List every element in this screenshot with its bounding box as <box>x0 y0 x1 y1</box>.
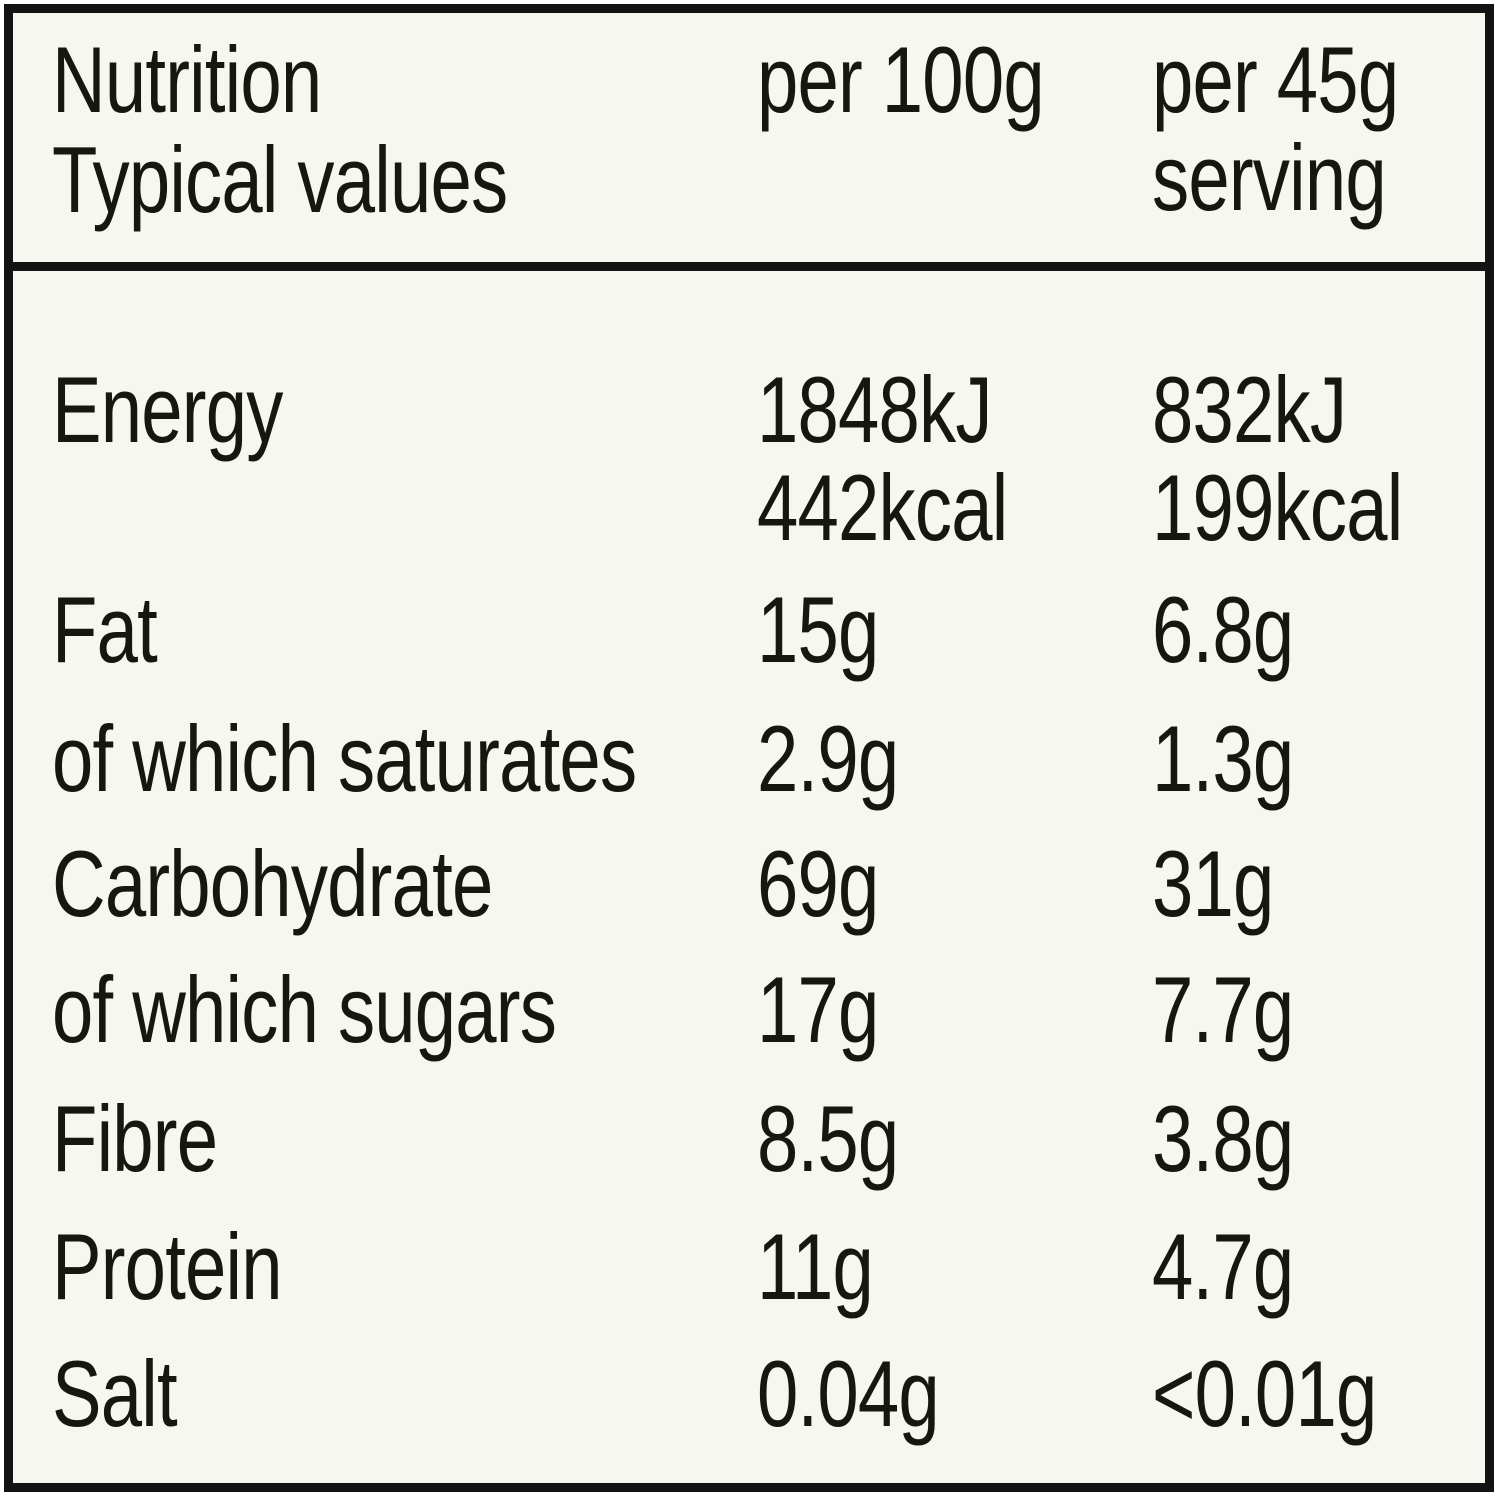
row-value-per-100g: 2.9g <box>757 706 899 811</box>
row-value-per-100g: 69g <box>757 831 879 936</box>
row-value-per-100g: 0.04g <box>757 1341 940 1446</box>
row-label: of which saturates <box>52 706 637 811</box>
row-value-per-serving: 6.8g <box>1152 577 1294 682</box>
row-label: Protein <box>52 1214 283 1319</box>
row-label: Fat <box>52 577 158 682</box>
row-value-per-serving: <0.01g <box>1152 1341 1377 1446</box>
row-value-per-100g: 11g <box>757 1214 874 1319</box>
row-label: Fibre <box>52 1086 218 1191</box>
header-divider <box>13 262 1485 271</box>
row-value-per-100g: 15g <box>757 577 879 682</box>
row-label: Carbohydrate <box>52 831 493 936</box>
row-value-per-100g: 17g <box>757 957 879 1062</box>
row-value-per-serving: 3.8g <box>1152 1086 1294 1191</box>
row-label: Energy <box>52 357 283 462</box>
row-value-per-serving: 832kJ 199kcal <box>1152 357 1403 560</box>
row-value-per-100g: 1848kJ 442kcal <box>757 357 1008 560</box>
row-label: Salt <box>52 1341 178 1446</box>
row-label: of which sugars <box>52 957 557 1062</box>
row-value-per-serving: 31g <box>1152 831 1274 936</box>
row-value-per-serving: 4.7g <box>1152 1214 1294 1319</box>
nutrition-table: Nutrition Typical values per 100g per 45… <box>4 4 1494 1492</box>
col-header-per-serving: per 45g serving <box>1152 27 1399 230</box>
table-title: Nutrition <box>52 27 322 132</box>
table-subtitle: Typical values <box>52 127 508 232</box>
col-header-per-100g: per 100g <box>757 27 1045 132</box>
row-value-per-100g: 8.5g <box>757 1086 899 1191</box>
row-value-per-serving: 7.7g <box>1152 957 1294 1062</box>
row-value-per-serving: 1.3g <box>1152 706 1294 811</box>
